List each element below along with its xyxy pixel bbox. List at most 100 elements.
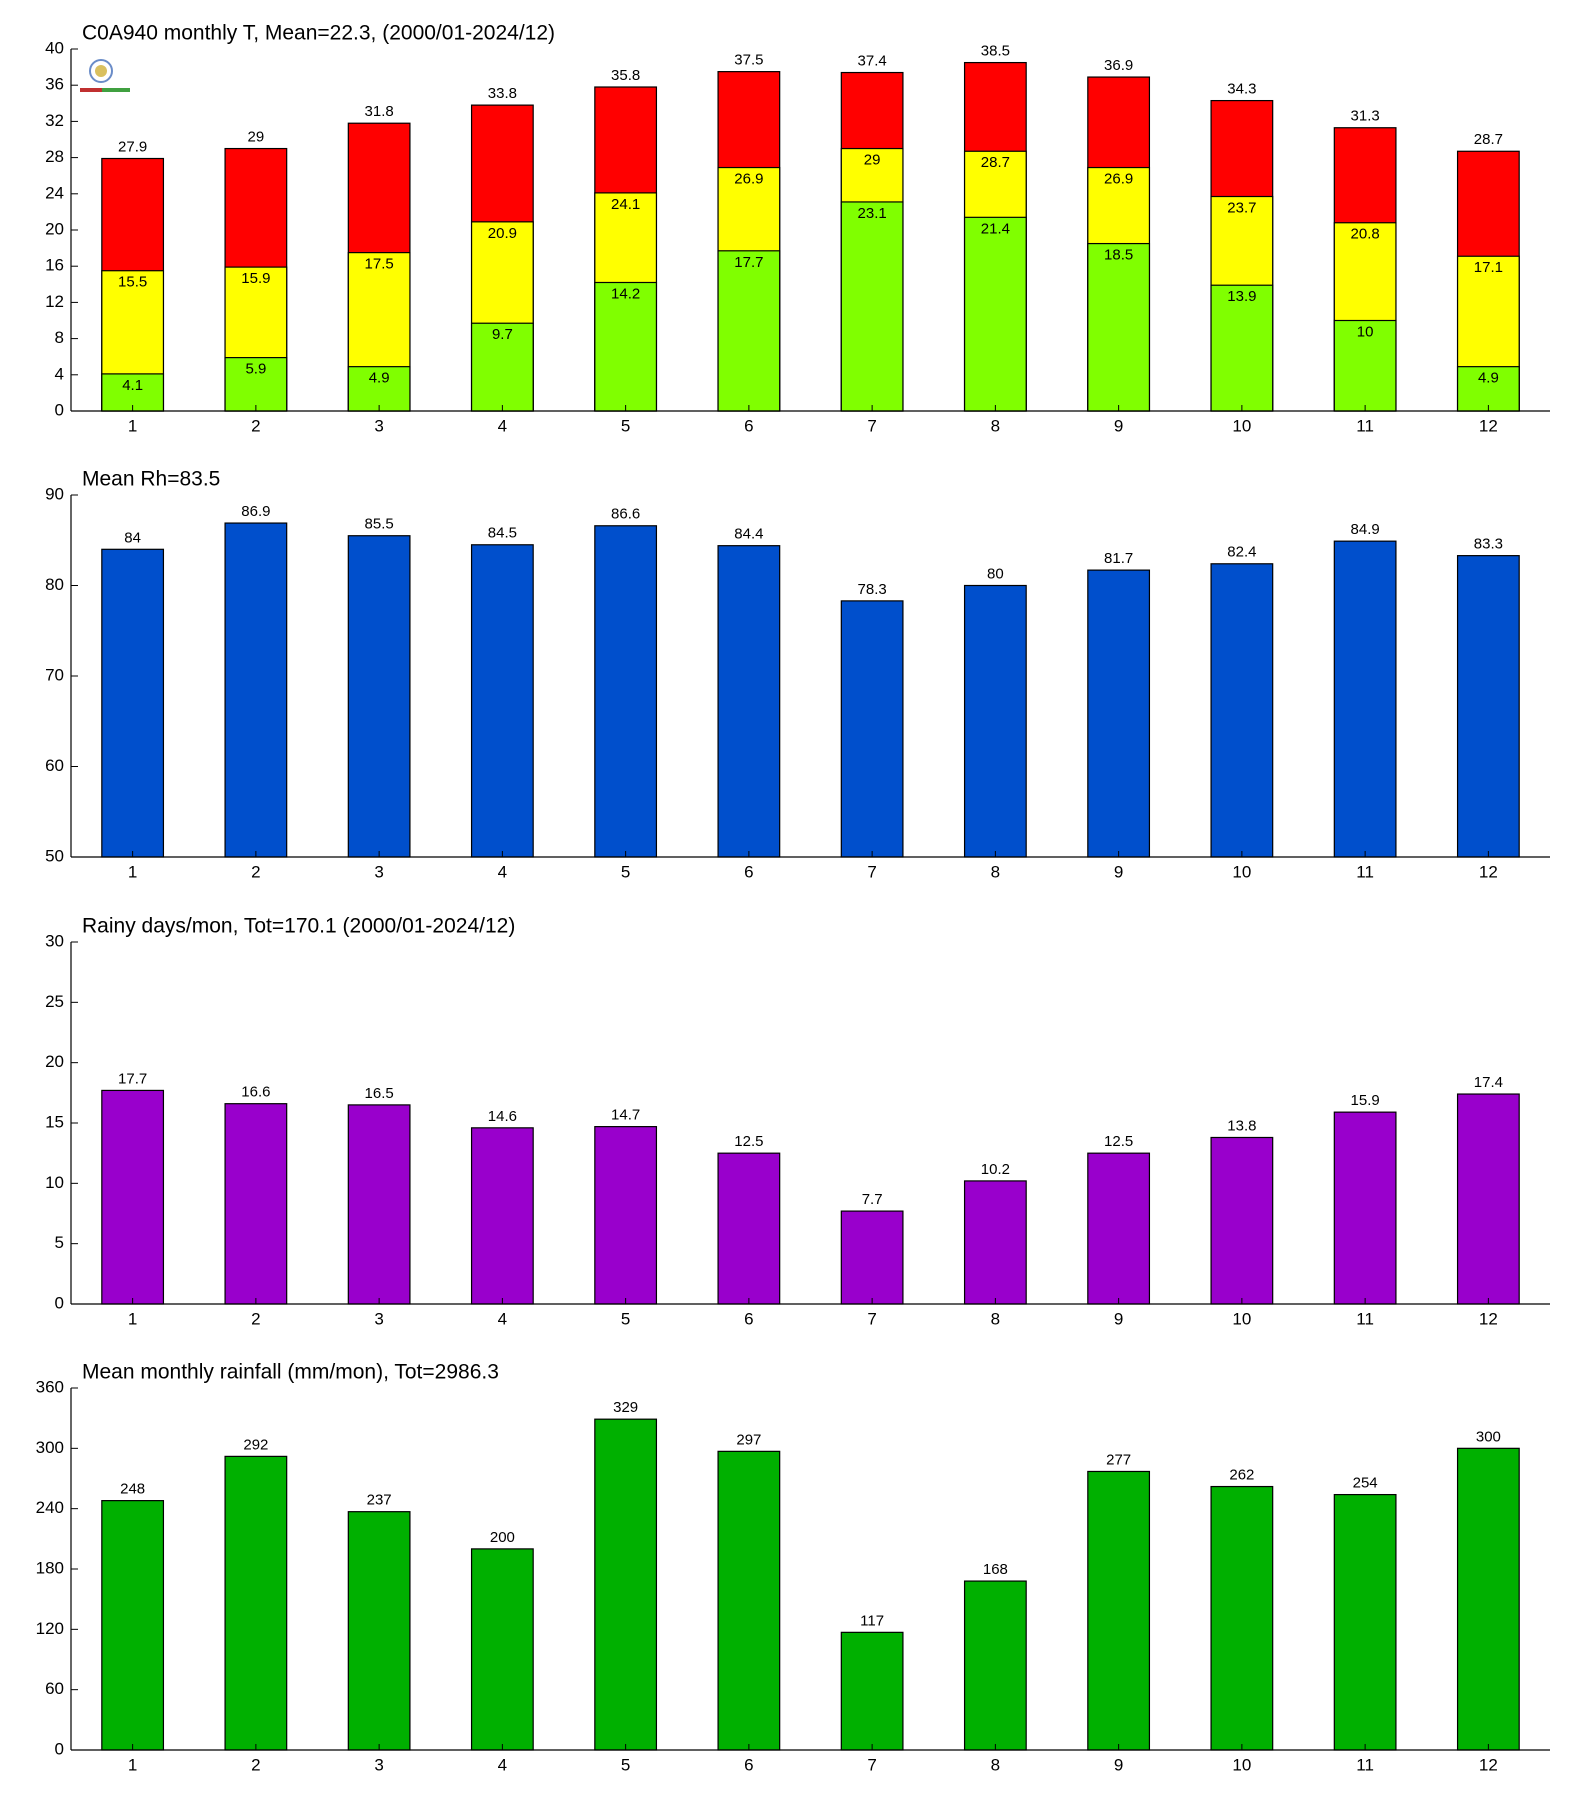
value-label: 26.9 [1104,171,1133,188]
bar [717,545,781,858]
x-tick-label: 1 [128,1755,137,1774]
value-label: 85.5 [365,516,394,533]
value-label: 277 [1106,1451,1131,1468]
value-label: 27.9 [118,138,147,155]
x-tick-label: 7 [867,862,876,881]
y-tick-label: 240 [36,1498,64,1517]
x-tick-label: 2 [251,862,260,881]
value-label: 84.4 [734,526,763,543]
x-tick-label: 5 [621,1309,630,1328]
logo [80,59,130,92]
value-label: 26.9 [734,171,763,188]
value-label: 23.1 [858,205,887,222]
bar [963,1180,1027,1305]
y-tick-label: 0 [55,400,64,419]
bar [840,201,904,412]
value-label: 13.9 [1227,288,1256,305]
y-tick-label: 180 [36,1558,64,1577]
value-label: 10.2 [981,1161,1010,1178]
value-label: 84.9 [1351,521,1380,538]
x-tick-label: 2 [251,1309,260,1328]
value-label: 14.7 [611,1107,640,1124]
x-tick-label: 11 [1356,862,1374,881]
value-label: 28.7 [981,154,1010,171]
value-label: 15.9 [241,270,270,287]
value-label: 7.7 [862,1191,883,1208]
y-tick-label: 0 [55,1293,64,1312]
chart-title: Mean Rh=83.5 [82,468,220,491]
x-tick-label: 12 [1479,416,1498,435]
x-tick-label: 6 [744,1309,753,1328]
y-tick-label: 8 [55,328,64,347]
value-label: 10 [1357,323,1374,340]
value-label: 28.7 [1474,131,1503,148]
value-label: 31.3 [1351,108,1380,125]
x-tick-label: 8 [991,862,1000,881]
y-tick-label: 60 [45,1679,64,1698]
x-tick-label: 8 [991,1309,1000,1328]
value-label: 37.5 [734,52,763,69]
x-tick-label: 5 [621,862,630,881]
bar [840,600,904,858]
y-tick-label: 24 [45,183,64,202]
value-label: 17.7 [118,1070,147,1087]
x-tick-label: 10 [1232,862,1251,881]
value-label: 81.7 [1104,550,1133,567]
value-label: 262 [1229,1467,1254,1484]
y-tick-label: 360 [36,1377,64,1396]
x-tick-label: 5 [621,1755,630,1774]
x-tick-label: 3 [374,1309,383,1328]
value-label: 16.5 [365,1085,394,1102]
y-tick-label: 5 [55,1233,64,1252]
x-tick-label: 8 [991,1755,1000,1774]
bar [101,1089,165,1305]
x-tick-label: 2 [251,416,260,435]
x-tick-label: 11 [1356,416,1374,435]
value-label: 297 [736,1431,761,1448]
bar [594,1126,658,1305]
y-tick-label: 10 [45,1173,64,1192]
bar [1456,555,1520,858]
x-tick-label: 11 [1356,1755,1374,1774]
bar [101,548,165,858]
bar [101,1500,165,1751]
y-tick-label: 300 [36,1438,64,1457]
x-tick-label: 3 [374,1755,383,1774]
value-label: 31.8 [365,103,394,120]
bar [347,1104,411,1305]
value-label: 4.9 [369,370,390,387]
bar [1087,1152,1151,1305]
logo-bar [102,88,130,92]
value-label: 17.4 [1474,1074,1503,1091]
logo-center [95,65,107,77]
value-label: 168 [983,1561,1008,1578]
value-label: 24.1 [611,196,640,213]
bar [224,522,288,858]
bar [1210,1136,1274,1305]
bar [1210,563,1274,858]
value-label: 18.5 [1104,247,1133,264]
bar [470,1548,534,1751]
y-tick-label: 60 [45,756,64,775]
value-label: 86.9 [241,503,270,520]
x-tick-label: 4 [498,1755,507,1774]
value-label: 38.5 [981,43,1010,60]
value-label: 12.5 [1104,1133,1133,1150]
bar [1456,1447,1520,1751]
x-tick-label: 9 [1114,1755,1123,1774]
y-tick-label: 30 [45,931,64,950]
x-tick-label: 10 [1232,416,1251,435]
bar [224,1455,288,1751]
x-tick-label: 1 [128,1309,137,1328]
value-label: 36.9 [1104,57,1133,74]
y-tick-label: 20 [45,1052,64,1071]
value-label: 5.9 [245,361,266,378]
chart-title: Rainy days/mon, Tot=170.1 (2000/01-2024/… [82,915,515,938]
value-label: 33.8 [488,85,517,102]
bar [963,1580,1027,1751]
value-label: 329 [613,1399,638,1416]
y-tick-label: 28 [45,147,64,166]
x-tick-label: 8 [991,416,1000,435]
bar [1333,1493,1397,1751]
chart-title: Mean monthly rainfall (mm/mon), Tot=2986… [82,1361,499,1384]
